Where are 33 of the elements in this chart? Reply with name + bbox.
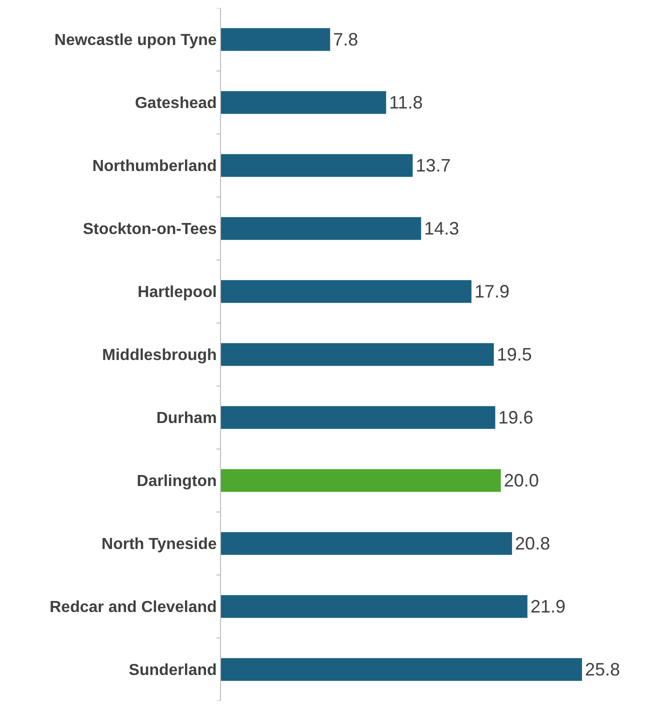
bar [221, 595, 528, 618]
bar [221, 217, 422, 240]
data-label: 20.8 [515, 534, 550, 554]
data-label: 19.5 [496, 344, 532, 364]
y-tick-label: Sunderland [128, 662, 217, 680]
bar [221, 91, 386, 114]
data-label: 17.9 [474, 282, 510, 302]
data-label: 25.8 [585, 660, 620, 680]
y-tick-label: Newcastle upon Tyne [54, 32, 217, 50]
y-tick-label: Hartlepool [138, 284, 217, 302]
data-label: 20.0 [504, 470, 539, 490]
y-tick-label: Darlington [136, 473, 217, 490]
bar [221, 343, 494, 366]
bar [221, 28, 330, 51]
y-tick-label: Middlesbrough [102, 347, 217, 364]
bar [221, 658, 582, 681]
y-tick-label: North Tyneside [102, 536, 217, 554]
data-label: 13.7 [416, 156, 451, 176]
data-label: 21.9 [530, 596, 566, 616]
bar [221, 280, 472, 303]
bar [221, 154, 413, 177]
bar [221, 532, 512, 555]
y-tick-label: Stockton-on-Tees [82, 221, 217, 238]
y-tick-label: Durham [156, 410, 217, 428]
data-label: 11.8 [389, 92, 423, 112]
data-label: 14.3 [424, 218, 460, 238]
bar [221, 469, 501, 492]
data-label: 7.8 [333, 30, 358, 50]
y-tick-label: Redcar and Cleveland [50, 599, 217, 616]
bar [221, 406, 496, 429]
y-tick-label: Gateshead [134, 95, 217, 112]
y-tick-label: Northumberland [92, 158, 217, 176]
data-label: 19.6 [498, 408, 534, 428]
